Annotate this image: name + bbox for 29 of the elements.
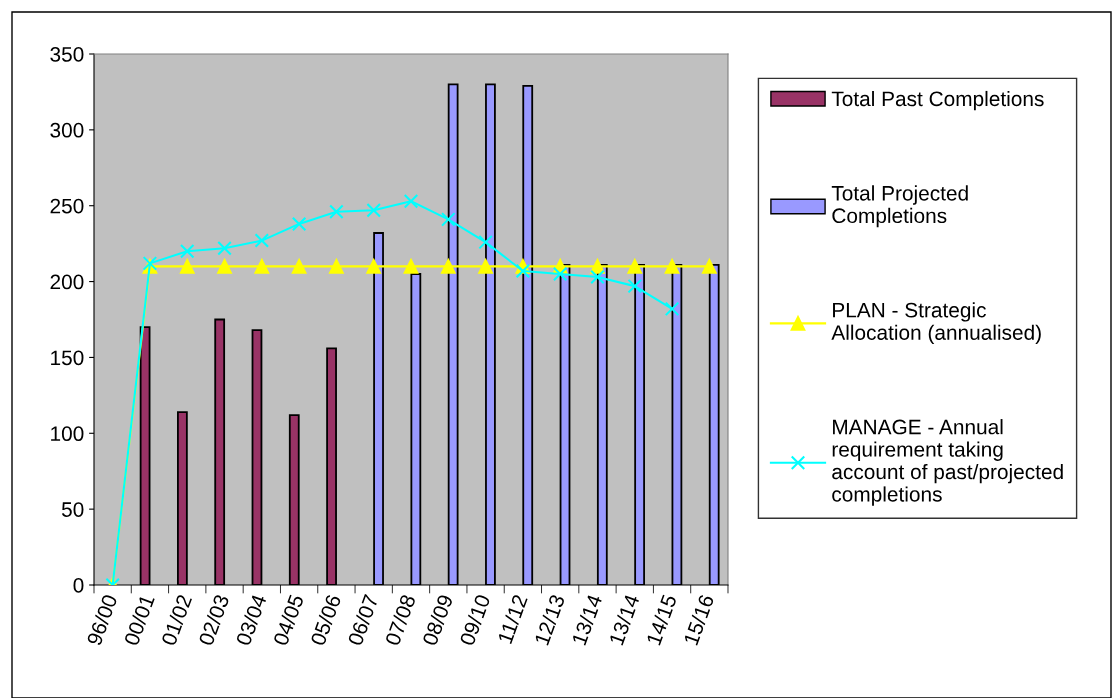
x-tick-label: 03/04 — [235, 593, 267, 647]
x-tick-label: 08/09 — [421, 593, 454, 647]
y-tick-label: 100 — [51, 426, 84, 442]
x-tick-label: 15/16 — [682, 593, 715, 646]
x-tick-label: 13/14 — [571, 593, 603, 646]
y-tick-label: 350 — [50, 47, 84, 62]
legend-label: Total Past Completions — [831, 90, 1044, 111]
x-tick-label: 09/10 — [458, 593, 491, 647]
x-tick-label: 11/12 — [497, 593, 528, 645]
x-tick-label: 12/13 — [533, 593, 566, 646]
x-tick-label: 14/15 — [645, 593, 678, 646]
x-tick-label: 02/03 — [197, 593, 230, 647]
x-tick-label: 96/00 — [86, 593, 118, 647]
x-tick-label: 00/01 — [123, 593, 155, 647]
legend-label: Total Projected Completions — [831, 185, 968, 228]
x-tick-label: 01/02 — [160, 593, 193, 647]
y-tick-label: 50 — [61, 502, 84, 517]
y-tick-label: 150 — [51, 350, 84, 366]
x-tick-label: 06/07 — [347, 593, 379, 647]
x-tick-label: 13/14 — [608, 593, 640, 646]
x-tick-label: 04/05 — [272, 593, 305, 647]
legend-label: PLAN - Strategic Allocation (annualised) — [831, 302, 1041, 345]
y-tick-label: 200 — [50, 274, 84, 290]
x-tick-label: 07/08 — [384, 593, 416, 647]
y-tick-label: 300 — [50, 122, 84, 138]
x-tick-label: 05/06 — [309, 593, 342, 647]
legend-label: MANAGE - Annual requirement taking account of past/projected completions — [832, 419, 1063, 506]
y-tick-label: 0 — [73, 578, 84, 593]
y-tick-label: 250 — [50, 198, 84, 214]
